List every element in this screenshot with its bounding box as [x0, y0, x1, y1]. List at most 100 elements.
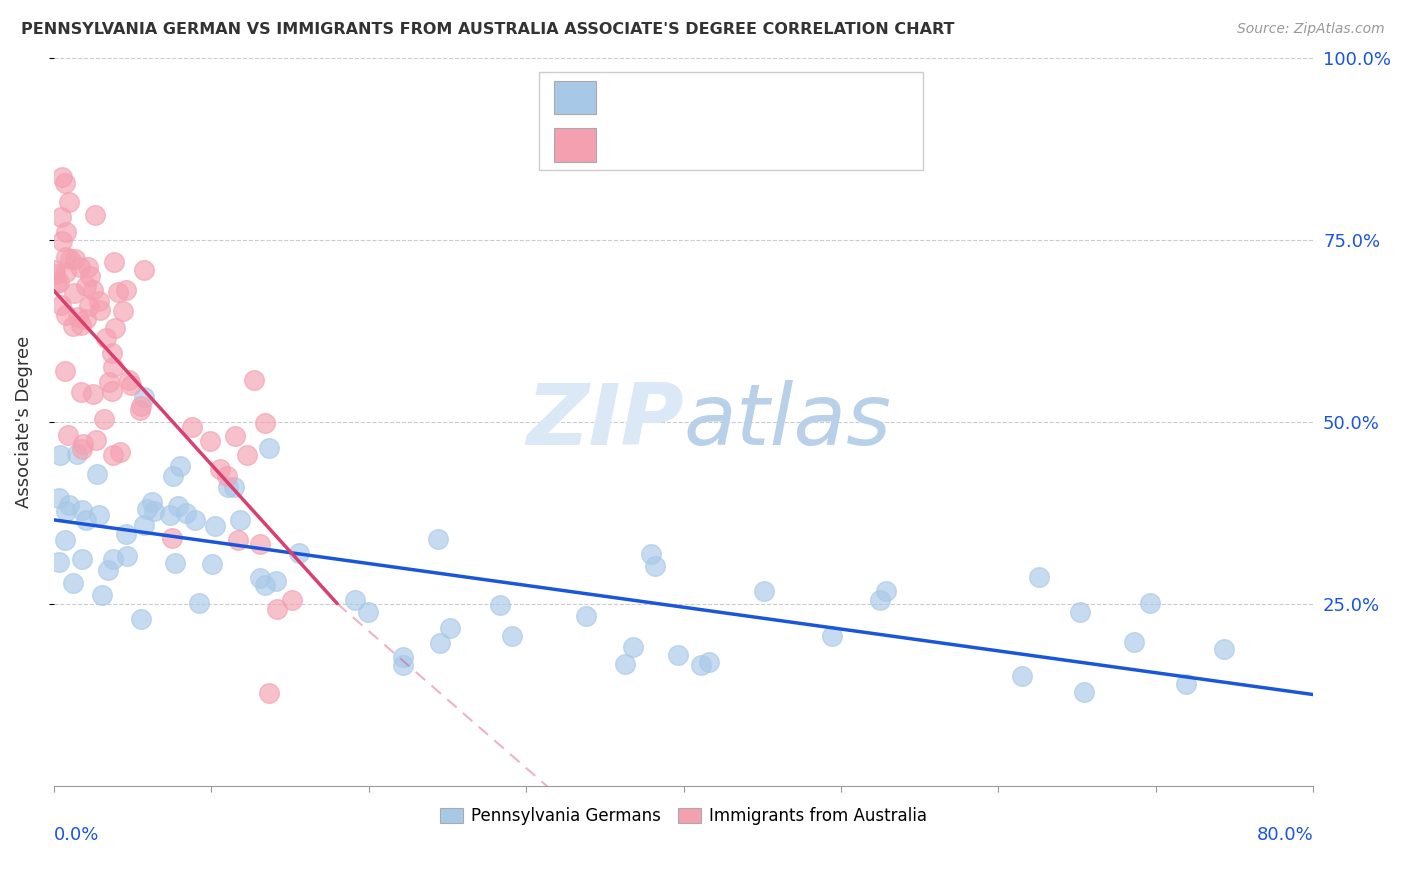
Point: [117, 549, 139, 564]
Point: [72, 436, 94, 450]
Point: [45, 276, 67, 290]
Point: [439, 621, 461, 635]
Point: [621, 640, 644, 655]
Point: [58, 195, 80, 210]
Point: [63, 252, 86, 266]
Point: [62, 576, 84, 591]
Point: [181, 420, 204, 434]
Point: [49, 298, 72, 312]
Point: [208, 462, 231, 476]
Point: [82, 283, 104, 297]
Point: [235, 448, 257, 462]
Point: [79, 269, 101, 284]
Point: [129, 612, 152, 626]
Point: [132, 263, 155, 277]
Point: [697, 655, 720, 669]
Point: [103, 449, 125, 463]
Point: [120, 378, 142, 392]
Point: [257, 685, 280, 699]
Text: 80.0%: 80.0%: [1257, 826, 1313, 844]
Text: Source: ZipAtlas.com: Source: ZipAtlas.com: [1237, 22, 1385, 37]
Point: [49, 210, 72, 224]
Point: [253, 578, 276, 592]
Point: [501, 629, 523, 643]
Point: [820, 629, 842, 643]
Point: [159, 508, 181, 522]
Point: [1212, 641, 1234, 656]
Point: [55, 265, 77, 279]
Point: [44, 263, 66, 277]
Point: [87, 508, 110, 523]
Point: [259, 441, 281, 455]
Point: [87, 294, 110, 309]
Point: [242, 373, 264, 387]
Point: [62, 286, 84, 301]
Point: [134, 517, 156, 532]
Point: [84, 208, 107, 222]
Point: [97, 562, 120, 576]
Point: [111, 304, 134, 318]
Point: [875, 584, 897, 599]
Point: [488, 598, 510, 612]
Point: [66, 447, 89, 461]
Point: [1139, 596, 1161, 610]
Point: [93, 411, 115, 425]
Point: [48, 275, 70, 289]
Point: [228, 512, 250, 526]
Point: [103, 321, 125, 335]
Point: [48, 491, 70, 505]
Point: [666, 648, 689, 662]
Point: [44, 268, 66, 282]
Y-axis label: Associate's Degree: Associate's Degree: [15, 335, 32, 508]
Point: [690, 657, 713, 672]
Point: [77, 299, 100, 313]
Point: [1011, 669, 1033, 683]
Legend: Pennsylvania Germans, Immigrants from Australia: Pennsylvania Germans, Immigrants from Au…: [433, 800, 934, 832]
Point: [55, 226, 77, 240]
Point: [135, 502, 157, 516]
Point: [110, 444, 132, 458]
Point: [70, 503, 93, 517]
Point: [142, 504, 165, 518]
Point: [51, 234, 73, 248]
Text: ZIP: ZIP: [526, 380, 683, 463]
Point: [222, 480, 245, 494]
Point: [644, 558, 666, 573]
Point: [94, 331, 117, 345]
Point: [226, 533, 249, 548]
Point: [62, 319, 84, 334]
Text: atlas: atlas: [683, 380, 891, 463]
Point: [1028, 570, 1050, 584]
Point: [392, 658, 415, 673]
Point: [162, 469, 184, 483]
Point: [266, 601, 288, 615]
Point: [91, 588, 114, 602]
Point: [217, 480, 239, 494]
Point: [55, 533, 77, 547]
Point: [200, 434, 222, 448]
Point: [174, 506, 197, 520]
Point: [55, 309, 77, 323]
Point: [49, 448, 72, 462]
Point: [249, 571, 271, 585]
Point: [1123, 635, 1146, 649]
Point: [84, 434, 107, 448]
Point: [640, 547, 662, 561]
Point: [101, 384, 124, 399]
Point: [287, 546, 309, 560]
Point: [55, 364, 77, 378]
Point: [114, 527, 136, 541]
Point: [101, 551, 124, 566]
Text: 0.0%: 0.0%: [53, 826, 100, 844]
Point: [129, 400, 152, 414]
Point: [70, 442, 93, 456]
Point: [1069, 606, 1091, 620]
Point: [1175, 677, 1198, 691]
Point: [249, 536, 271, 550]
Point: [129, 402, 152, 417]
Point: [426, 532, 449, 546]
Point: [77, 260, 100, 275]
Point: [429, 636, 451, 650]
Point: [69, 260, 91, 275]
Point: [82, 387, 104, 401]
